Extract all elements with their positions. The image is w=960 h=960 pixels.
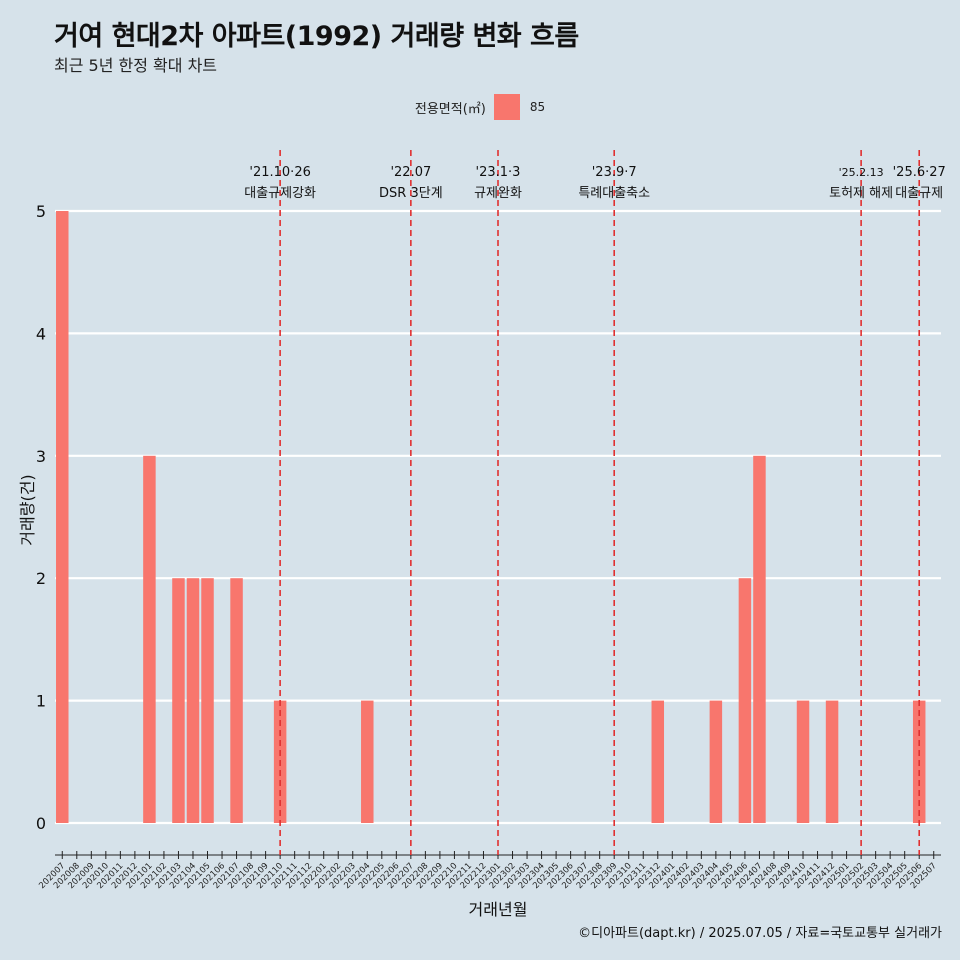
y-tick-label: 1 xyxy=(36,692,46,711)
y-tick-label: 3 xyxy=(36,447,46,466)
bar xyxy=(825,700,839,823)
bar xyxy=(361,700,374,823)
annotation-date: '25.6·27 xyxy=(893,165,946,180)
annotation-label: DSR 3단계 xyxy=(379,186,443,201)
x-axis-title: 거래년월 xyxy=(469,900,528,919)
annotation-label: 토허제 해제 xyxy=(829,186,893,201)
legend-label-85: 85 xyxy=(529,100,546,114)
bar xyxy=(186,578,200,823)
bar xyxy=(56,211,69,823)
annotation-label: 특례대출축소 xyxy=(578,186,650,201)
bar xyxy=(172,578,185,823)
bar xyxy=(230,578,243,823)
annotation-date: '21.10·26 xyxy=(249,165,310,180)
legend-title: 전용면적(㎡) xyxy=(414,101,486,117)
y-tick-label: 2 xyxy=(36,569,46,588)
bar xyxy=(201,578,214,823)
chart-subtitle: 최근 5년 한정 확대 차트 xyxy=(54,56,218,75)
bar xyxy=(753,455,766,823)
y-tick-label: 5 xyxy=(36,202,46,221)
annotation-label: 규제완화 xyxy=(474,186,522,201)
annotation-date: '22.07 xyxy=(390,165,431,180)
annotation-label: 대출규제강화 xyxy=(244,186,316,201)
legend: 전용면적(㎡) 85 xyxy=(0,94,960,120)
bar xyxy=(651,700,665,823)
bar xyxy=(796,700,810,823)
bar xyxy=(143,455,156,823)
footer-credit: ©디아파트(dapt.kr) / 2025.07.05 / 자료=국토교통부 실… xyxy=(578,926,942,941)
legend-key-85 xyxy=(493,94,520,120)
annotation-label: 대출규제 xyxy=(895,186,943,201)
annotation-date: '23.1·3 xyxy=(476,165,521,180)
y-tick-label: 0 xyxy=(36,814,46,833)
y-axis-title: 거래량(건) xyxy=(18,474,37,545)
y-tick-label: 4 xyxy=(36,324,46,343)
annotation-date: '25.2.13 xyxy=(839,166,884,179)
chart-title: 거여 현대2차 아파트(1992) 거래량 변화 흐름 xyxy=(54,21,579,52)
annotation-date: '23.9·7 xyxy=(592,165,637,180)
bar xyxy=(738,578,752,823)
bar xyxy=(709,700,723,823)
